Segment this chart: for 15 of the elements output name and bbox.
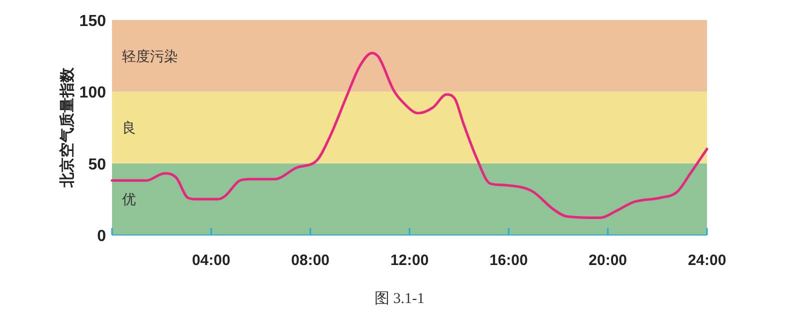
x-tick-label: 20:00 — [588, 252, 628, 269]
x-tick-label: 08:00 — [291, 252, 330, 269]
y-tick-label: 100 — [79, 84, 106, 102]
band-label: 轻度污染 — [122, 48, 178, 65]
band-label: 良 — [122, 120, 136, 136]
y-tick-label: 150 — [79, 13, 106, 30]
y-axis-title: 北京空气质量指数 — [58, 66, 76, 188]
y-tick-label: 50 — [88, 156, 106, 174]
band-label: 优 — [122, 192, 136, 208]
x-tick-label: 12:00 — [390, 252, 429, 269]
x-tick-label: 16:00 — [489, 252, 528, 269]
x-tick-label: 04:00 — [192, 252, 230, 269]
x-tick-label: 24:00 — [688, 252, 726, 269]
y-tick-label: 0 — [97, 228, 106, 245]
caption: 图 3.1-1 — [374, 291, 424, 307]
